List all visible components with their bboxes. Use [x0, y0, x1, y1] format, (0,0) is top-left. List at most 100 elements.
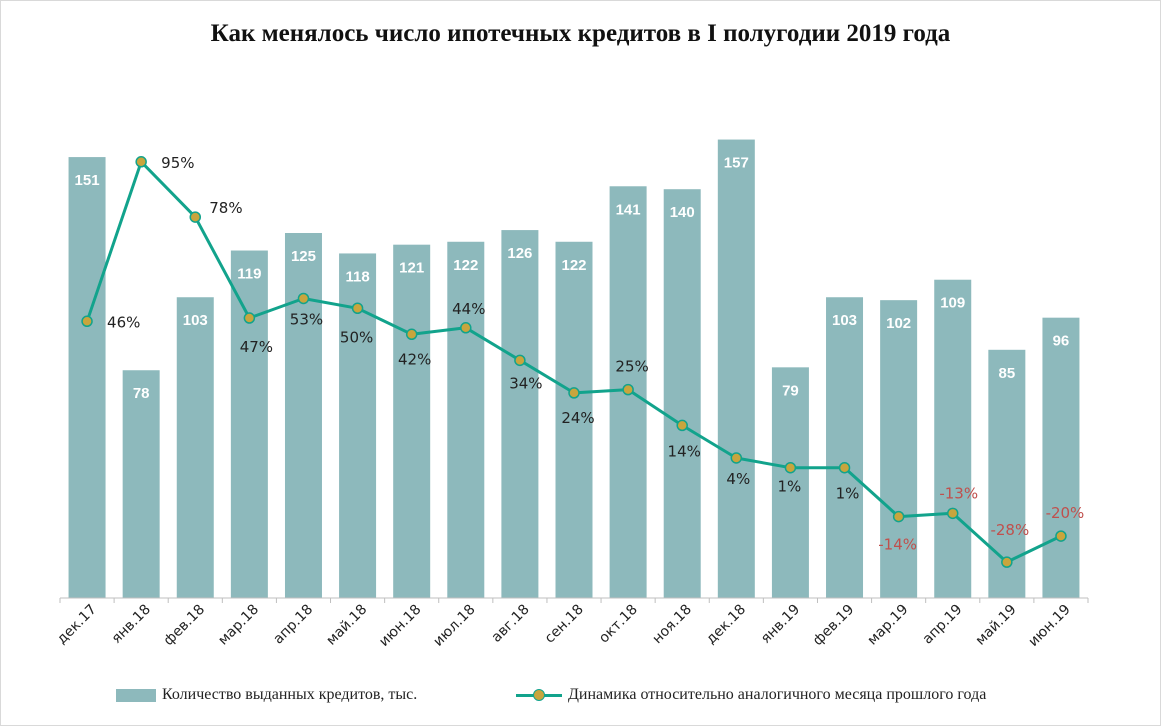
line-value-label: 95%	[161, 154, 194, 172]
line-point-фев.18	[189, 211, 202, 223]
x-tick-label: окт.18	[596, 602, 641, 647]
x-tick-label: авг.18	[489, 602, 533, 646]
bar-июн.19	[1042, 317, 1080, 598]
line-value-label: -28%	[990, 521, 1029, 539]
line-value-label: 42%	[398, 350, 431, 368]
line-point-дек.17	[81, 315, 93, 328]
line-value-label: 14%	[668, 442, 701, 460]
bar-value-label: 125	[291, 248, 316, 265]
x-tick-label: мар.19	[865, 602, 912, 649]
legend-line-swatch	[516, 688, 562, 702]
x-tick-label: дек.17	[54, 602, 100, 648]
bar-дек.18	[717, 139, 755, 598]
line-point-окт.18	[622, 383, 634, 396]
line-point-янв.19	[784, 461, 797, 474]
bar-мар.19	[880, 300, 918, 598]
x-tick-label: июл.18	[430, 602, 478, 650]
bar-value-label: 103	[183, 312, 208, 329]
line-point-май.18	[351, 302, 364, 314]
line-value-label: -20%	[1046, 504, 1085, 522]
line-value-label: 4%	[726, 470, 750, 488]
bar-янв.18	[122, 370, 160, 598]
line-point-ноя.18	[676, 419, 688, 432]
bar-value-label: 122	[561, 257, 586, 274]
x-tick-label: сен.18	[542, 602, 587, 647]
line-point-апр.18	[297, 292, 310, 305]
line-point-янв.18	[135, 156, 147, 168]
line-value-label: 25%	[615, 358, 648, 376]
line-value-label: 44%	[452, 300, 485, 318]
bar-value-label: 122	[453, 257, 478, 274]
x-tick-label: июн.19	[1025, 602, 1073, 650]
line-point-фев.19	[838, 461, 851, 474]
bar-мар.18	[230, 250, 268, 598]
bar-value-label: 140	[670, 204, 695, 221]
legend-bars: Количество выданных кредитов, тыс.	[116, 686, 417, 704]
legend-line: Динамика относительно аналогичного месяц…	[516, 686, 986, 704]
x-tick-label: май.19	[973, 602, 1020, 649]
line-value-label: 1%	[836, 485, 860, 503]
x-tick-label: фев.19	[810, 602, 857, 649]
bar-июл.18	[447, 241, 485, 598]
bar-value-label: 102	[886, 315, 911, 332]
line-value-label: 78%	[209, 199, 242, 217]
bar-фев.18	[176, 297, 214, 598]
legend-bars-swatch	[116, 688, 156, 702]
bar-апр.19	[934, 279, 972, 598]
bar-value-label: 96	[1053, 333, 1070, 350]
bar-янв.19	[771, 367, 809, 598]
x-tick-label: фев.18	[161, 602, 208, 649]
bar-фев.19	[826, 297, 864, 598]
x-tick-label: апр.19	[920, 602, 966, 648]
line-point-июн.19	[1055, 530, 1067, 542]
bar-value-label: 109	[940, 295, 965, 312]
bar-value-label: 78	[133, 385, 150, 402]
x-tick-label: янв.18	[109, 602, 154, 647]
bar-value-label: 119	[237, 266, 261, 283]
x-tick-label: дек.18	[703, 602, 749, 648]
line-value-label: 24%	[561, 409, 594, 427]
bar-сен.18	[555, 241, 593, 598]
line-value-label: 53%	[290, 310, 323, 328]
x-tick-label: май.18	[323, 602, 370, 649]
bar-value-label: 126	[507, 245, 532, 262]
bar-value-label: 85	[998, 365, 1015, 382]
x-tick-label: ноя.18	[649, 602, 695, 648]
bar-июн.18	[393, 244, 431, 598]
line-point-авг.18	[514, 354, 526, 367]
bar-ноя.18	[663, 189, 701, 598]
bar-value-label: 141	[616, 201, 641, 218]
bar-value-label: 151	[75, 172, 100, 189]
line-value-label: 47%	[240, 338, 273, 356]
line-point-апр.19	[946, 507, 959, 520]
x-tick-label: апр.18	[270, 602, 316, 648]
line-point-мар.18	[243, 312, 256, 324]
legend-bars-label: Количество выданных кредитов, тыс.	[162, 686, 418, 703]
line-point-май.19	[1001, 556, 1013, 568]
line-value-label: -13%	[939, 484, 978, 502]
bar-авг.18	[501, 230, 539, 598]
line-value-label: 34%	[509, 374, 542, 392]
x-tick-label: мар.18	[215, 602, 262, 649]
x-tick-label: янв.19	[758, 602, 803, 647]
line-point-июн.18	[405, 328, 418, 341]
line-value-label: 46%	[107, 313, 140, 331]
x-tick-label: июн.18	[376, 602, 424, 650]
legend-line-label: Динамика относительно аналогичного месяц…	[568, 686, 987, 703]
bar-value-label: 103	[832, 312, 857, 329]
bar-value-label: 121	[399, 260, 424, 277]
bar-value-label: 79	[782, 382, 799, 399]
bar-апр.18	[284, 233, 322, 598]
line-point-мар.19	[892, 510, 905, 523]
line-point-дек.18	[730, 452, 743, 464]
line-value-label: -14%	[878, 536, 917, 554]
line-value-label: 1%	[778, 478, 802, 496]
bar-дек.17	[68, 157, 106, 598]
line-point-сен.18	[568, 387, 580, 399]
bar-value-label: 118	[345, 268, 369, 285]
bar-value-label: 157	[724, 155, 749, 172]
line-point-июл.18	[460, 322, 472, 334]
line-value-label: 50%	[340, 328, 373, 346]
chart-title: Как менялось число ипотечных кредитов в …	[210, 20, 951, 47]
